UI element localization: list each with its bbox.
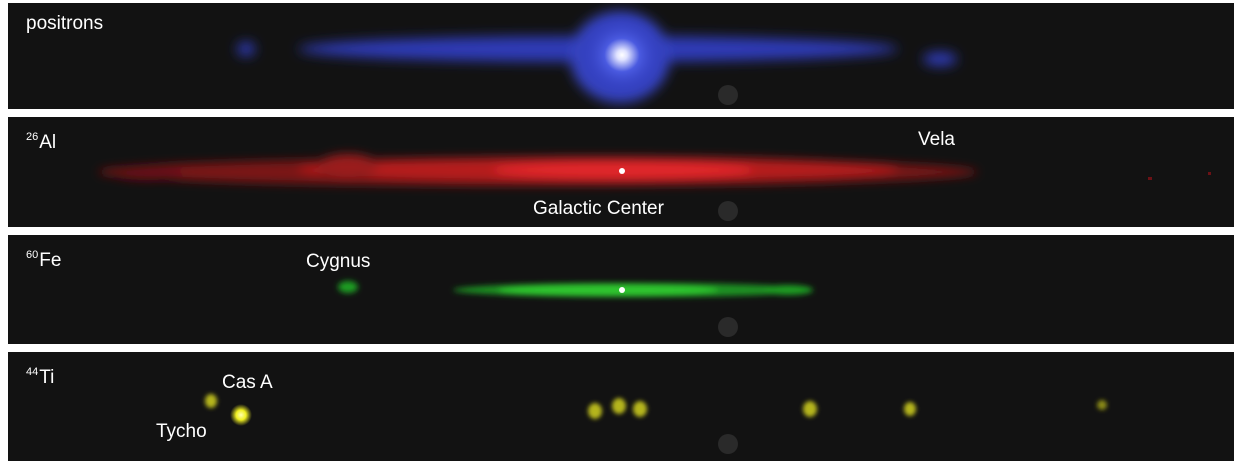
galactic-center-label: Galactic Center	[533, 198, 664, 219]
ti44-label: 44Ti	[26, 366, 55, 388]
positrons-label: positrons	[26, 13, 104, 34]
fe60-map	[338, 281, 813, 337]
al26-map	[98, 154, 1211, 221]
fe60-element: Fe	[39, 250, 62, 271]
ti44-map	[205, 394, 1107, 454]
fe60-mass-number: 60	[26, 249, 39, 261]
cas-a-label: Cas A	[222, 372, 273, 393]
cygnus-label: Cygnus	[306, 251, 371, 272]
al26-label: 26Al	[26, 131, 57, 153]
ti44-mass-number: 44	[26, 366, 39, 378]
al26-mass-number: 26	[26, 131, 39, 143]
tycho-label: Tycho	[156, 421, 207, 442]
fe60-label: 60Fe	[26, 249, 62, 271]
al26-panel: 26Al Vela Galactic Center	[8, 117, 1234, 227]
ti44-panel: 44Ti Cas A Tycho	[8, 352, 1234, 461]
positrons-panel: positrons	[8, 3, 1234, 109]
vela-label: Vela	[918, 129, 955, 150]
al26-element: Al	[39, 132, 57, 153]
ti44-element: Ti	[39, 367, 55, 388]
positrons-map	[237, 11, 957, 105]
fe60-panel: 60Fe Cygnus	[8, 235, 1234, 344]
